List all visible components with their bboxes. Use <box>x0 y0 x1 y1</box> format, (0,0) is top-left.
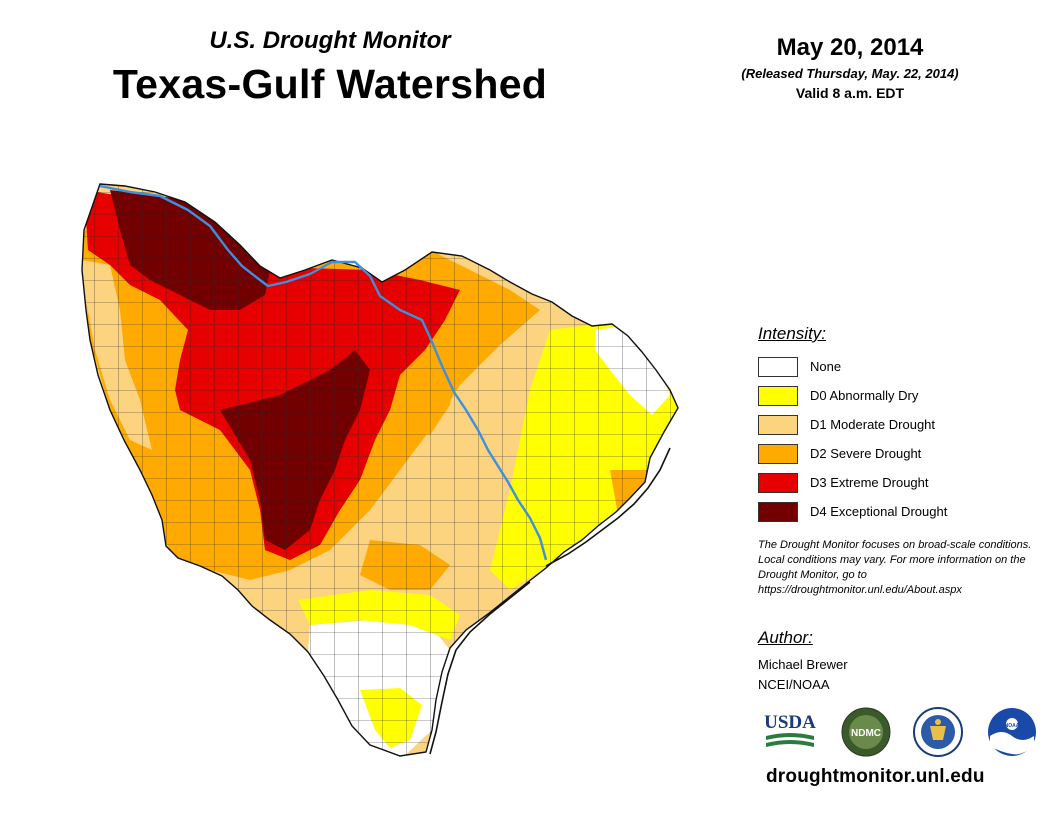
south-coastline <box>429 581 531 755</box>
legend-label: D3 Extreme Drought <box>810 475 929 490</box>
author-heading: Author: <box>758 628 813 647</box>
legend-item-d2: D2 Severe Drought <box>758 439 1048 468</box>
watershed-map <box>81 183 679 757</box>
ndmc-logo: NDMC <box>841 707 891 757</box>
map-title: Texas-Gulf Watershed <box>112 61 548 107</box>
legend-swatch <box>758 472 798 493</box>
map-subtitle: U.S. Drought Monitor <box>209 27 451 54</box>
usda-logo-text: USDA <box>764 712 816 733</box>
gulf-coastline <box>545 447 671 567</box>
disclaimer-text: The Drought Monitor focuses on broad-sca… <box>758 539 1032 596</box>
title-block: U.S. Drought Monitor Texas-Gulf Watershe… <box>80 26 580 108</box>
author-name: Michael Brewer <box>758 657 848 672</box>
legend-item-d3: D3 Extreme Drought <box>758 468 1048 497</box>
county-grid <box>82 184 678 756</box>
legend: Intensity: None D0 Abnormally Dry D1 Mod… <box>758 324 1048 526</box>
legend-swatch <box>758 443 798 464</box>
agency-logos: USDA NDMC NOAA <box>762 706 1052 757</box>
usda-logo: USDA <box>764 712 816 747</box>
noaa-logo: NOAA <box>988 708 1036 756</box>
legend-item-d1: D1 Moderate Drought <box>758 410 1048 439</box>
valid-time: Valid 8 a.m. EDT <box>795 85 905 101</box>
date-block: May 20, 2014 (Released Thursday, May. 22… <box>690 34 1010 102</box>
legend-item-d0: D0 Abnormally Dry <box>758 381 1048 410</box>
legend-heading: Intensity: <box>758 324 827 343</box>
legend-label: None <box>810 359 842 374</box>
commerce-seal-logo <box>913 707 963 757</box>
map-date: May 20, 2014 <box>776 34 924 61</box>
noaa-logo-text: NOAA <box>1005 723 1020 729</box>
legend-swatch <box>758 356 798 377</box>
ndmc-logo-text: NDMC <box>851 728 881 739</box>
watershed-outline <box>81 183 679 757</box>
release-date: (Released Thursday, May. 22, 2014) <box>741 66 959 81</box>
legend-label: D4 Exceptional Drought <box>810 504 948 519</box>
author-info: Michael Brewer NCEI/NOAA <box>758 655 848 695</box>
legend-label: D0 Abnormally Dry <box>810 388 919 403</box>
legend-swatch <box>758 414 798 435</box>
legend-item-none: None <box>758 352 1048 381</box>
legend-swatch <box>758 385 798 406</box>
legend-swatch <box>758 501 798 522</box>
author-org: NCEI/NOAA <box>758 677 830 692</box>
legend-label: D1 Moderate Drought <box>810 417 936 432</box>
legend-label: D2 Severe Drought <box>810 446 922 461</box>
footer-url[interactable]: droughtmonitor.unl.edu <box>766 766 985 787</box>
legend-item-d4: D4 Exceptional Drought <box>758 497 1048 526</box>
river-line <box>99 184 548 561</box>
